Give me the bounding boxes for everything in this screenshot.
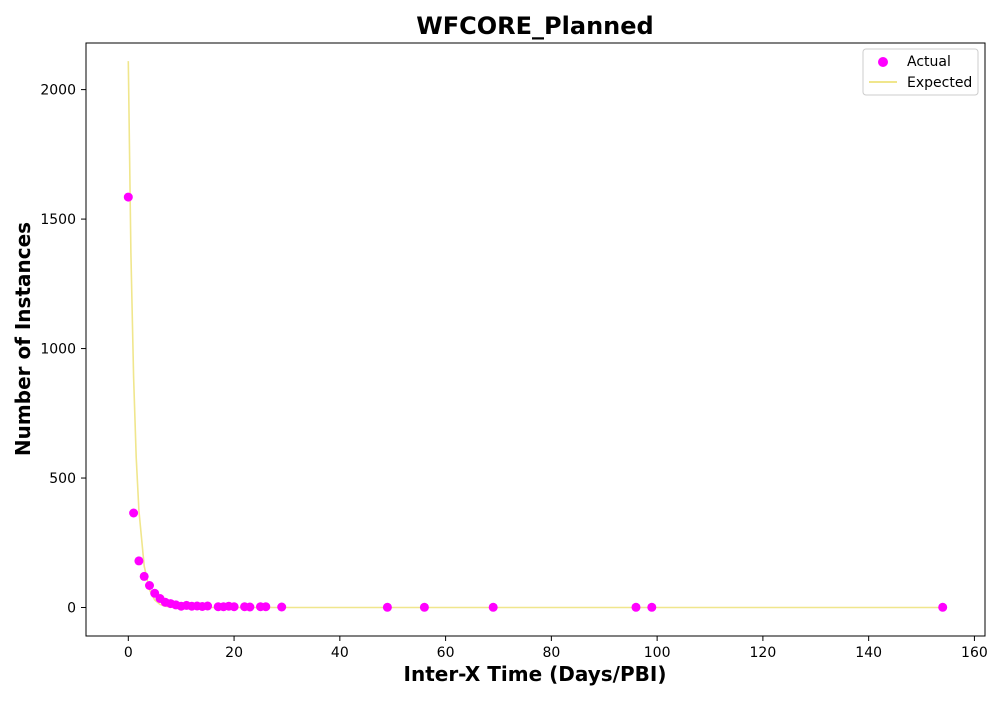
y-tick-label: 2000 [40, 83, 76, 99]
legend: Actual Expected [862, 48, 979, 96]
data-point-actual [229, 602, 239, 612]
data-point-actual [419, 602, 429, 612]
y-tick-label: 0 [67, 601, 76, 617]
plot-area [123, 61, 948, 612]
data-point-actual [277, 602, 287, 612]
data-point-actual [382, 602, 392, 612]
x-tick-label: 140 [855, 645, 882, 661]
data-point-actual [129, 508, 139, 518]
data-point-actual [488, 602, 498, 612]
x-tick-label: 40 [331, 645, 349, 661]
y-tick-label: 1500 [40, 212, 76, 228]
x-tick-label: 120 [750, 645, 777, 661]
data-point-actual [631, 602, 641, 612]
data-point-actual [647, 602, 657, 612]
data-point-actual [134, 556, 144, 566]
x-tick-label: 20 [225, 645, 243, 661]
y-tick-label: 1000 [40, 342, 76, 358]
legend-box [862, 48, 979, 96]
data-point-actual [261, 602, 271, 612]
x-tick-label: 160 [961, 645, 988, 661]
data-point-actual [123, 192, 133, 202]
plot-frame [85, 42, 986, 637]
data-point-actual [938, 602, 948, 612]
data-point-actual [139, 571, 149, 581]
data-point-actual [203, 601, 213, 611]
legend-marker-actual [878, 57, 888, 67]
x-tick-label: 0 [124, 645, 133, 661]
x-tick-label: 100 [644, 645, 671, 661]
chart-title: WFCORE_Planned [416, 12, 653, 40]
x-tick-label: 60 [437, 645, 455, 661]
x-axis-label: Inter-X Time (Days/PBI) [404, 662, 667, 686]
legend-label-expected: Expected [907, 75, 972, 91]
series-line-expected [127, 61, 943, 609]
legend-label-actual: Actual [907, 54, 951, 70]
y-axis: 0 500 1000 1500 2000 [40, 83, 86, 617]
y-axis-label: Number of Instances [11, 222, 35, 456]
y-tick-label: 500 [49, 471, 76, 487]
x-axis: 0 20 40 60 80 100 120 140 160 [124, 636, 988, 661]
data-point-actual [145, 581, 154, 590]
data-point-actual [245, 602, 255, 612]
x-tick-label: 80 [542, 645, 560, 661]
